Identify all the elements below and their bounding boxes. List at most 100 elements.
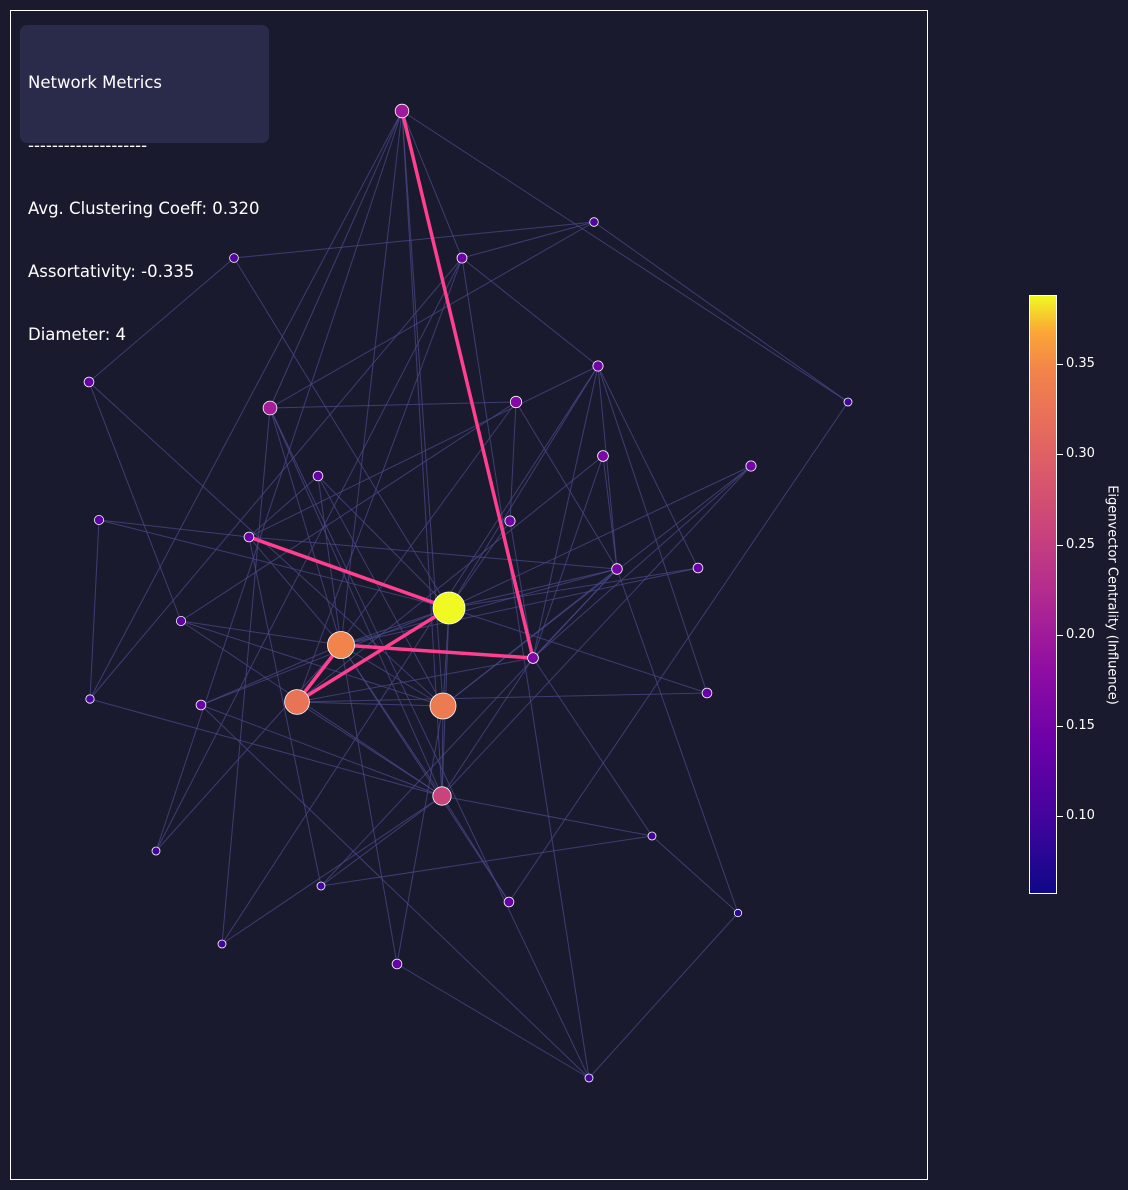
edge [602,455,618,570]
network-node [284,689,310,715]
edge [200,704,443,797]
edge [396,963,590,1079]
edge [200,607,450,706]
edge [441,705,444,797]
edge [269,401,517,409]
colorbar-tick [1057,363,1063,365]
edge [461,221,595,259]
edge [441,465,752,797]
edge [340,644,444,707]
metric-diameter: Diameter: 4 [28,325,127,344]
edge [98,519,450,609]
edge [88,381,182,622]
colorbar [1029,295,1057,894]
network-node [262,400,278,416]
network-node [175,616,186,627]
edge [180,620,342,646]
metrics-separator: -------------------- [28,136,148,155]
edge [448,465,752,609]
edge [98,519,250,538]
network-node [589,217,599,227]
edge [180,620,444,707]
edge [401,110,463,259]
network-node [456,252,468,264]
edge [155,257,463,852]
edge [233,221,595,259]
edge [320,835,653,887]
edge [508,401,849,903]
edge [248,536,342,646]
edge [593,221,849,403]
edge [320,568,618,887]
edge [89,519,100,700]
edge [200,704,590,1079]
edge [448,567,699,609]
edge [233,257,450,609]
network-node [597,450,609,462]
colorbar-tick [1057,725,1063,727]
edge [340,644,510,903]
edge [221,795,443,945]
network-node [229,253,239,263]
colorbar-tick-label: 0.25 [1066,536,1095,552]
edge [588,912,739,1079]
edge [296,701,444,707]
edge [296,455,604,703]
edge [269,407,443,797]
edge [532,365,599,659]
network-node [503,896,515,908]
path-edge [295,606,451,704]
edge [401,110,849,403]
network-metrics-box: Network Metrics -------------------- Avg… [20,25,269,344]
edge [616,568,739,914]
network-node [85,694,95,704]
edge [269,407,342,646]
plot-frame [10,10,928,1180]
network-node [647,831,657,841]
path-edge [400,109,535,660]
edges-layer [88,110,849,1079]
edge [597,365,699,569]
edge [597,365,618,570]
network-node [94,515,105,526]
edge [88,257,235,383]
colorbar-tick [1057,816,1063,818]
network-node [83,376,95,388]
network-node [217,939,227,949]
path-edge [247,535,451,610]
edge [155,110,403,852]
edge [441,795,510,903]
edge [340,644,398,965]
edge [461,257,590,1079]
edge [317,475,342,646]
edge [200,644,342,706]
edge [317,475,444,707]
network-node [692,562,704,574]
colorbar-tick-label: 0.35 [1066,355,1095,371]
network-node [391,958,403,970]
edge [248,536,618,570]
network-node [316,881,326,891]
colorbar-tick-label: 0.30 [1066,446,1095,462]
network-node [195,699,207,711]
edge [248,475,319,538]
edge [269,221,595,409]
edge [396,705,444,965]
edge [448,520,511,609]
path-edge [339,643,535,660]
network-node [312,470,324,482]
network-node [509,395,523,409]
edge [340,568,618,646]
network-node [592,360,604,372]
edge [532,455,604,659]
nodes-layer [83,103,853,1083]
edge [180,620,443,797]
edge [89,698,443,797]
edge [532,465,752,659]
edge [248,536,322,887]
edge [401,110,443,797]
metrics-title: Network Metrics [28,73,163,92]
edge [532,657,653,837]
colorbar-tick [1057,635,1063,637]
